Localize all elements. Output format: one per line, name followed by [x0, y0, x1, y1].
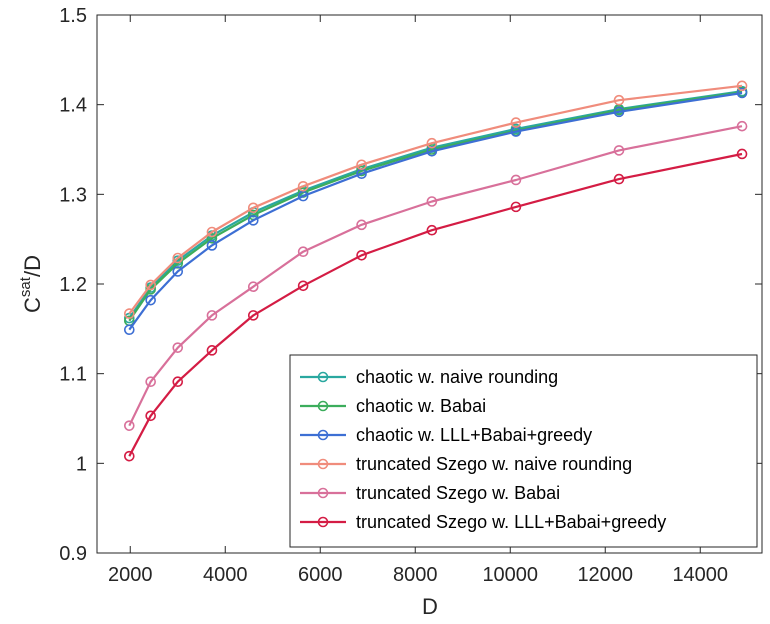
y-axis-label: Csat/D	[17, 255, 45, 313]
y-tick-label: 1.3	[59, 184, 87, 206]
data-point	[206, 232, 218, 244]
legend-swatch-marker	[317, 400, 329, 412]
data-point	[510, 174, 522, 186]
data-point	[736, 148, 748, 160]
series-line	[128, 91, 743, 322]
y-tick-label: 1.2	[59, 274, 87, 296]
data-point	[206, 310, 218, 321]
legend-item: chaotic w. LLL+Babai+greedy	[300, 425, 592, 445]
legend-swatch-marker	[317, 371, 329, 383]
data-point	[247, 281, 259, 292]
x-tick-label: 14000	[672, 564, 728, 586]
data-point	[172, 376, 184, 388]
x-tick-label: 10000	[482, 564, 538, 586]
series-6	[124, 148, 748, 462]
legend-item: truncated Szego w. Babai	[300, 483, 560, 503]
series-line	[128, 84, 743, 315]
data-point	[145, 410, 156, 422]
legend-swatch-marker	[317, 429, 329, 441]
y-tick-label: 1.4	[59, 95, 87, 117]
legend-item: truncated Szego w. naive rounding	[300, 454, 632, 474]
legend-item: truncated Szego w. LLL+Babai+greedy	[300, 512, 666, 532]
y-tick-label: 1.5	[59, 5, 87, 27]
data-point	[172, 266, 184, 277]
legend-swatch-marker	[317, 487, 329, 499]
data-point	[145, 376, 156, 388]
legend-label: chaotic w. naive rounding	[356, 367, 558, 387]
y-tick-label: 1.1	[59, 364, 87, 386]
data-point	[206, 240, 218, 251]
series-line	[128, 91, 743, 331]
data-point	[426, 145, 438, 157]
data-point	[145, 279, 156, 291]
legend-label: truncated Szego w. naive rounding	[356, 454, 632, 474]
data-point	[297, 246, 309, 258]
legend-swatch-marker	[317, 458, 329, 470]
data-point	[426, 224, 438, 236]
ticks-layer: 2000 4000 6000 8000 10000 12000 14000 0.9 1 1.1 1.…	[59, 5, 762, 586]
data-point	[356, 250, 367, 261]
legend-label: truncated Szego w. LLL+Babai+greedy	[356, 512, 666, 532]
data-point	[613, 106, 625, 118]
y-tick-label: 1	[76, 453, 87, 475]
series-line	[128, 152, 743, 457]
data-point	[124, 308, 135, 319]
legend-swatch-marker	[317, 516, 329, 528]
legend-label: chaotic w. LLL+Babai+greedy	[356, 425, 592, 445]
x-tick-label: 4000	[203, 564, 248, 586]
data-point	[613, 94, 625, 106]
data-point	[247, 310, 259, 321]
y-tick-label: 0.9	[59, 543, 87, 565]
data-point	[426, 137, 438, 149]
y-axis-label-base: C	[20, 297, 45, 313]
data-point	[247, 202, 259, 214]
series-layer	[124, 80, 748, 462]
data-point	[124, 324, 135, 336]
data-point	[613, 145, 625, 156]
x-tick-label: 12000	[577, 564, 633, 586]
y-axis-label-rest: /D	[20, 255, 45, 277]
data-point	[247, 215, 259, 226]
data-point	[613, 173, 625, 185]
data-point	[172, 252, 184, 264]
data-point	[426, 196, 438, 207]
data-point	[206, 226, 218, 238]
data-point	[172, 342, 184, 353]
data-point	[206, 345, 218, 356]
data-point	[510, 201, 522, 213]
data-point	[356, 159, 367, 171]
data-point	[124, 450, 135, 462]
series-line	[128, 125, 743, 427]
data-point	[297, 280, 309, 292]
data-point	[356, 219, 367, 231]
data-point	[736, 80, 748, 92]
legend-box	[289, 354, 758, 548]
x-tick-label: 2000	[108, 564, 153, 586]
series-4	[124, 80, 748, 319]
legend: chaotic w. naive rounding chaotic w. Baba…	[289, 354, 758, 548]
data-point	[510, 117, 522, 128]
x-tick-label: 8000	[393, 564, 438, 586]
legend-label: chaotic w. Babai	[356, 396, 486, 416]
legend-item: chaotic w. Babai	[300, 396, 486, 416]
x-axis-label: D	[422, 594, 438, 619]
data-point	[736, 87, 748, 99]
legend-item: chaotic w. naive rounding	[300, 367, 558, 387]
data-point	[124, 420, 135, 431]
x-tick-label: 6000	[298, 564, 343, 586]
y-axis-label-sup: sat	[17, 276, 34, 297]
data-point	[736, 120, 748, 132]
series-5	[124, 120, 748, 431]
data-point	[145, 294, 156, 306]
legend-label: truncated Szego w. Babai	[356, 483, 560, 503]
data-point	[297, 190, 309, 202]
data-point	[297, 180, 309, 192]
